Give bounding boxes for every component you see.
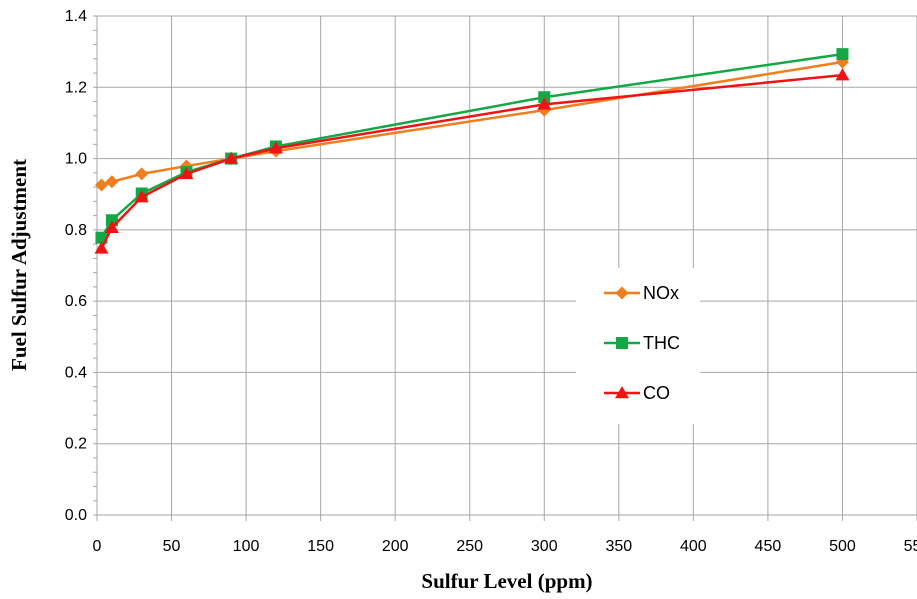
y-tick-label: 0.2 <box>65 436 87 453</box>
y-tick-label: 0.4 <box>65 364 87 381</box>
legend-marker-thc <box>616 337 628 349</box>
series-line-co <box>100 73 843 249</box>
legend-marker-nox <box>615 286 629 300</box>
data-point-nox <box>94 178 108 192</box>
data-point-co <box>268 141 283 154</box>
data-point-co <box>537 97 552 110</box>
data-point-co <box>179 166 194 180</box>
y-tick-label: 0.6 <box>65 293 87 310</box>
x-tick-label: 0 <box>93 538 102 555</box>
x-tick-label: 100 <box>233 538 260 555</box>
data-point-nox <box>135 167 149 181</box>
y-tick-label: 0.0 <box>65 507 87 524</box>
axes: 0 50 100 150 200 250 300 350 400 450 500 550 0.0 0.2 0… <box>65 8 917 555</box>
legend-box <box>576 268 700 424</box>
x-tick-label: 50 <box>163 538 181 555</box>
y-tick-label: 1.4 <box>65 8 87 25</box>
y-tick-label: 0.8 <box>65 222 87 239</box>
data-point-co <box>224 151 239 164</box>
y-axis-title: Fuel Sulfur Adjustment <box>7 159 31 371</box>
data-point-thc <box>538 91 551 104</box>
series-line-thc <box>100 52 843 239</box>
legend-marker-co <box>615 386 629 399</box>
legend-item-nox: NOx <box>604 283 679 303</box>
x-tick-label: 200 <box>382 538 409 555</box>
y-tick-label: 1.2 <box>65 79 87 96</box>
data-point-co <box>104 220 119 233</box>
legend-label: CO <box>643 383 670 403</box>
legend-item-thc: THC <box>604 333 680 353</box>
x-tick-label: 400 <box>680 538 707 555</box>
x-tick-label: 500 <box>829 538 856 555</box>
y-tick-label: 1.0 <box>65 151 87 168</box>
grid <box>96 15 917 516</box>
series-nox <box>94 55 849 192</box>
x-tick-label: 300 <box>531 538 558 555</box>
legend-item-co: CO <box>604 383 670 403</box>
data-point-co <box>835 68 850 81</box>
data-point-co <box>94 241 109 254</box>
series-layer <box>94 48 850 254</box>
x-tick-label: 450 <box>755 538 782 555</box>
series-thc <box>95 48 849 244</box>
x-tick-label: 150 <box>307 538 334 555</box>
data-point-co <box>134 190 149 203</box>
legend-label: NOx <box>643 283 679 303</box>
x-tick-label: 350 <box>605 538 632 555</box>
series-line-nox <box>101 60 843 187</box>
legend-label: THC <box>643 333 680 353</box>
x-tick-label: 550 <box>904 538 917 555</box>
x-axis-title: Sulfur Level (ppm) <box>421 569 592 593</box>
x-tick-label: 250 <box>456 538 483 555</box>
data-point-thc <box>836 48 849 61</box>
data-point-nox <box>105 175 119 189</box>
legend: NOx THC CO <box>576 268 700 424</box>
series-co <box>94 68 850 254</box>
